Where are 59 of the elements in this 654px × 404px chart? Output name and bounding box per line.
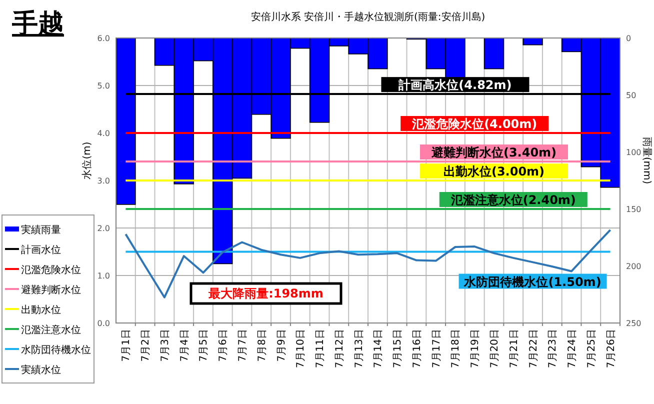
x-tick-label: 7月22日 bbox=[528, 329, 540, 368]
y-tick-label: 5.0 bbox=[97, 82, 110, 90]
x-tick-label: 7月11日 bbox=[315, 329, 326, 368]
x-tick-label: 7月24日 bbox=[567, 329, 578, 368]
legend-label: 氾濫危険水位 bbox=[21, 264, 81, 276]
line-series bbox=[124, 228, 612, 298]
y2-tick-label: 200 bbox=[626, 262, 642, 271]
y2-tick-label: 250 bbox=[626, 319, 642, 328]
y-tick-label: 6.0 bbox=[97, 34, 110, 43]
legend-label: 実績水位 bbox=[21, 364, 61, 376]
x-tick-label: 7月13日 bbox=[354, 329, 365, 368]
legend-label: 氾濫注意水位 bbox=[21, 324, 81, 336]
x-tick-label: 7月26日 bbox=[606, 329, 617, 368]
x-tick-label: 7月21日 bbox=[508, 329, 520, 368]
y2-tick-label: 150 bbox=[626, 205, 642, 214]
x-tick-label: 7月17日 bbox=[431, 329, 442, 368]
annotation: 氾濫危険水位(4.00m) bbox=[411, 117, 538, 131]
x-tick-label: 7月12日 bbox=[334, 329, 346, 368]
x-tick-label: 7月1日 bbox=[121, 329, 132, 362]
y-tick-label: 4.0 bbox=[97, 129, 110, 138]
y2-tick-label: 50 bbox=[626, 91, 636, 100]
legend-label: 出動水位 bbox=[21, 304, 61, 316]
x-tick-label: 7月2日 bbox=[140, 329, 152, 362]
x-tick-label: 7月7日 bbox=[238, 329, 248, 362]
legend-label: 計画水位 bbox=[21, 244, 61, 256]
x-tick-label: 7月4日 bbox=[179, 329, 190, 362]
bar bbox=[484, 38, 504, 70]
y-axis-title: 水位(m) bbox=[81, 142, 93, 180]
annotation: 避難判断水位(3.40m) bbox=[430, 146, 557, 160]
annotation: 出勤水位(3.00m) bbox=[443, 164, 545, 178]
x-tick-label: 7月8日 bbox=[256, 329, 268, 362]
legend-label: 避難判断水位 bbox=[21, 284, 81, 296]
x-tick-label: 7月14日 bbox=[373, 329, 384, 368]
y-tick-label: 0.0 bbox=[97, 319, 110, 328]
legend-label: 実績雨量 bbox=[21, 224, 61, 236]
x-tick-label: 7月23日 bbox=[548, 329, 559, 368]
x-tick-label: 7月20日 bbox=[490, 329, 500, 368]
x-tick-label: 7月5日 bbox=[198, 329, 210, 362]
chart-title: 手越 bbox=[11, 9, 64, 39]
x-tick-label: 7月6日 bbox=[218, 329, 230, 362]
x-tick-label: 7月16日 bbox=[412, 329, 423, 368]
y2-tick-label: 0 bbox=[626, 34, 632, 43]
annotation: 計画高水位(4.82m) bbox=[398, 78, 512, 92]
annotation: 氾濫注意水位(2.40m) bbox=[450, 193, 576, 207]
x-tick-label: 7月3日 bbox=[160, 329, 171, 362]
y-tick-label: 1.0 bbox=[97, 272, 110, 280]
x-tick-label: 7月25日 bbox=[586, 329, 598, 368]
y-tick-label: 3.0 bbox=[97, 176, 110, 186]
y2-axis-title: 雨量(mm) bbox=[641, 136, 652, 184]
chart-subtitle: 安倍川水系 安倍川・手越水位観測所(雨量:安倍川島) bbox=[250, 11, 486, 23]
annotation: 最大降雨量:198mm bbox=[208, 286, 324, 300]
x-tick-label: 7月9日 bbox=[276, 329, 288, 362]
y2-tick-label: 100 bbox=[626, 148, 642, 157]
x-tick-label: 7月19日 bbox=[470, 329, 482, 368]
x-tick-label: 7月15日 bbox=[392, 329, 404, 368]
legend-label: 水防団待機水位 bbox=[21, 344, 91, 356]
x-tick-label: 7月18日 bbox=[450, 329, 462, 368]
x-tick-label: 7月10日 bbox=[296, 329, 307, 368]
y-tick-label: 2.0 bbox=[97, 224, 110, 233]
